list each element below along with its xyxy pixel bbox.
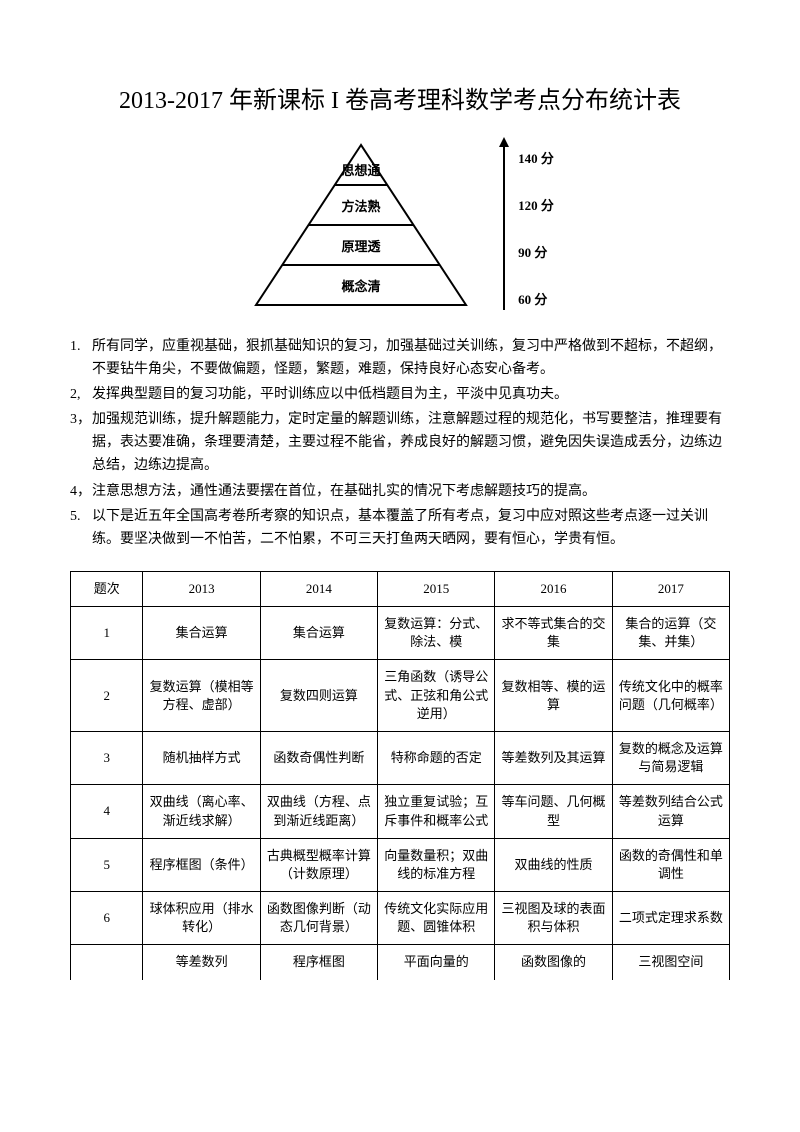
table-cell: 复数的概念及运算与简易逻辑	[612, 731, 729, 784]
table-cell: 程序框图	[260, 945, 377, 980]
advice-number: 4，	[70, 480, 92, 503]
advice-list: 1. 所有同学，应重视基础，狠抓基础知识的复习，加强基础过关训练，复习中严格做到…	[70, 335, 730, 551]
pyramid-level-3: 概念清	[342, 279, 381, 294]
table-cell: 球体积应用（排水转化）	[143, 892, 260, 945]
scale-label-3: 60 分	[518, 289, 554, 308]
table-cell: 双曲线（离心率、渐近线求解）	[143, 785, 260, 838]
table-cell: 平面向量的	[378, 945, 495, 980]
table-cell: 函数图像的	[495, 945, 612, 980]
table-cell: 三视图空间	[612, 945, 729, 980]
scale-arrow	[496, 135, 512, 315]
advice-text: 发挥典型题目的复习功能，平时训练应以中低档题目为主，平淡中见真功夫。	[92, 383, 730, 406]
table-cell: 等差数列及其运算	[495, 731, 612, 784]
pyramid-level-0: 思想通	[342, 163, 381, 178]
scale-label-2: 90 分	[518, 242, 554, 261]
table-header-cell: 2015	[378, 571, 495, 606]
table-cell: 等差数列结合公式运算	[612, 785, 729, 838]
table-cell: 独立重复试验；互斥事件和概率公式	[378, 785, 495, 838]
table-cell: 集合运算	[143, 607, 260, 660]
table-cell: 复数相等、模的运算	[495, 660, 612, 732]
table-header-cell: 题次	[71, 571, 143, 606]
table-cell	[71, 945, 143, 980]
table-cell: 向量数量积；双曲线的标准方程	[378, 838, 495, 891]
table-row: 6球体积应用（排水转化）函数图像判断（动态几何背景）传统文化实际应用题、圆锥体积…	[71, 892, 730, 945]
table-cell: 复数运算：分式、除法、模	[378, 607, 495, 660]
pyramid-diagram: 思想通 方法熟 原理透 概念清	[246, 135, 476, 315]
scale-label-1: 120 分	[518, 195, 554, 214]
advice-item: 5. 以下是近五年全国高考卷所考察的知识点，基本覆盖了所有考点，复习中应对照这些…	[70, 505, 730, 551]
table-cell: 求不等式集合的交集	[495, 607, 612, 660]
table-cell: 传统文化中的概率问题（几何概率）	[612, 660, 729, 732]
advice-text: 注意思想方法，通性通法要摆在首位，在基础扎实的情况下考虑解题技巧的提高。	[92, 480, 730, 503]
table-cell: 函数奇偶性判断	[260, 731, 377, 784]
table-cell: 三视图及球的表面积与体积	[495, 892, 612, 945]
table-cell: 传统文化实际应用题、圆锥体积	[378, 892, 495, 945]
table-cell: 特称命题的否定	[378, 731, 495, 784]
advice-number: 5.	[70, 505, 92, 551]
table-header-cell: 2016	[495, 571, 612, 606]
table-cell: 6	[71, 892, 143, 945]
page-title: 2013-2017 年新课标 I 卷高考理科数学考点分布统计表	[70, 80, 730, 115]
table-cell: 函数图像判断（动态几何背景）	[260, 892, 377, 945]
table-row: 1集合运算集合运算复数运算：分式、除法、模求不等式集合的交集集合的运算（交集、并…	[71, 607, 730, 660]
table-header-cell: 2014	[260, 571, 377, 606]
scale-area: 140 分 120 分 90 分 60 分	[496, 135, 554, 315]
table-cell: 函数的奇偶性和单调性	[612, 838, 729, 891]
table-cell: 随机抽样方式	[143, 731, 260, 784]
table-cell: 双曲线的性质	[495, 838, 612, 891]
advice-number: 3，	[70, 408, 92, 477]
table-cell: 集合运算	[260, 607, 377, 660]
table-header-cell: 2017	[612, 571, 729, 606]
advice-text: 所有同学，应重视基础，狠抓基础知识的复习，加强基础过关训练，复习中严格做到不超标…	[92, 335, 730, 381]
pyramid-figure: 思想通 方法熟 原理透 概念清 140 分 120 分 90 分 60 分	[70, 135, 730, 315]
table-cell: 复数四则运算	[260, 660, 377, 732]
table-cell: 二项式定理求系数	[612, 892, 729, 945]
table-cell: 集合的运算（交集、并集）	[612, 607, 729, 660]
table-row: 2复数运算（模相等方程、虚部）复数四则运算三角函数（诱导公式、正弦和角公式逆用）…	[71, 660, 730, 732]
advice-number: 1.	[70, 335, 92, 381]
table-cell: 1	[71, 607, 143, 660]
table-header-cell: 2013	[143, 571, 260, 606]
table-row: 5程序框图（条件）古典概型概率计算（计数原理）向量数量积；双曲线的标准方程双曲线…	[71, 838, 730, 891]
advice-text: 加强规范训练，提升解题能力，定时定量的解题训练，注意解题过程的规范化，书写要整洁…	[92, 408, 730, 477]
table-cell: 3	[71, 731, 143, 784]
topic-table: 题次201320142015201620171集合运算集合运算复数运算：分式、除…	[70, 571, 730, 980]
table-cell: 双曲线（方程、点到渐近线距离）	[260, 785, 377, 838]
advice-text: 以下是近五年全国高考卷所考察的知识点，基本覆盖了所有考点，复习中应对照这些考点逐…	[92, 505, 730, 551]
advice-item: 3， 加强规范训练，提升解题能力，定时定量的解题训练，注意解题过程的规范化，书写…	[70, 408, 730, 477]
table-cell: 4	[71, 785, 143, 838]
table-cell: 三角函数（诱导公式、正弦和角公式逆用）	[378, 660, 495, 732]
table-cell: 古典概型概率计算（计数原理）	[260, 838, 377, 891]
advice-item: 1. 所有同学，应重视基础，狠抓基础知识的复习，加强基础过关训练，复习中严格做到…	[70, 335, 730, 381]
table-row-partial: 等差数列程序框图平面向量的函数图像的三视图空间	[71, 945, 730, 980]
table-cell: 等差数列	[143, 945, 260, 980]
pyramid-level-2: 原理透	[342, 239, 381, 254]
advice-item: 4， 注意思想方法，通性通法要摆在首位，在基础扎实的情况下考虑解题技巧的提高。	[70, 480, 730, 503]
scale-label-0: 140 分	[518, 148, 554, 167]
table-cell: 2	[71, 660, 143, 732]
table-row: 3随机抽样方式函数奇偶性判断特称命题的否定等差数列及其运算复数的概念及运算与简易…	[71, 731, 730, 784]
table-cell: 复数运算（模相等方程、虚部）	[143, 660, 260, 732]
pyramid-level-1: 方法熟	[342, 199, 381, 214]
table-row: 4双曲线（离心率、渐近线求解）双曲线（方程、点到渐近线距离）独立重复试验；互斥事…	[71, 785, 730, 838]
table-cell: 等车问题、几何概型	[495, 785, 612, 838]
table-cell: 5	[71, 838, 143, 891]
scale-labels: 140 分 120 分 90 分 60 分	[518, 143, 554, 308]
advice-item: 2, 发挥典型题目的复习功能，平时训练应以中低档题目为主，平淡中见真功夫。	[70, 383, 730, 406]
advice-number: 2,	[70, 383, 92, 406]
table-cell: 程序框图（条件）	[143, 838, 260, 891]
